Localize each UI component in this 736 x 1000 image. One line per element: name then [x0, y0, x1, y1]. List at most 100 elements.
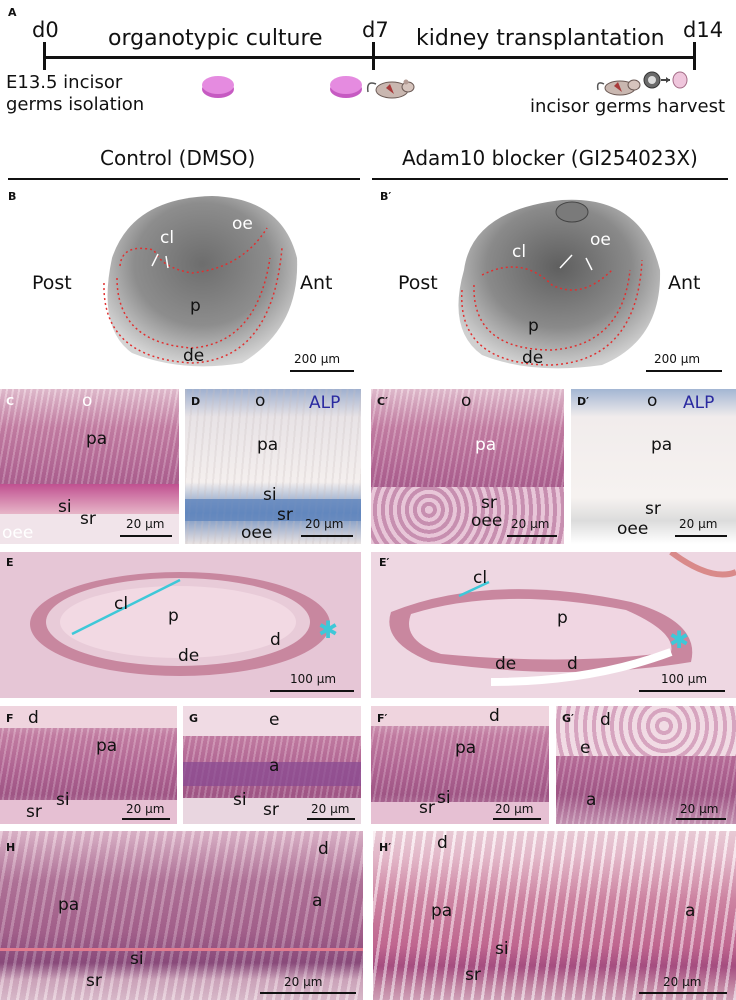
stratum-intermedium-layer: [371, 487, 564, 544]
note-right: incisor germs harvest: [530, 96, 726, 117]
panel-e-prime: ✱ E′ cl p d de 100 μm: [371, 552, 736, 698]
note-left-line1: E13.5 incisor: [6, 72, 123, 93]
panel-letter-c: C: [6, 395, 15, 408]
label-d7: d7: [362, 18, 389, 42]
tick-d14: [693, 42, 696, 70]
label-de: de: [522, 348, 544, 368]
label-oee: oee: [241, 523, 273, 543]
label-sr: sr: [481, 493, 497, 513]
label-si: si: [263, 485, 277, 505]
outer-enamel-epithelium: [0, 514, 179, 544]
scale-label: 20 μm: [126, 517, 165, 531]
enamel-band: [183, 706, 361, 736]
scale-bar: [493, 818, 541, 820]
label-pa: pa: [455, 738, 477, 758]
label-sr: sr: [419, 798, 435, 818]
header-blocker-rule: [372, 178, 728, 180]
panel-g: G e a si sr 20 μm: [183, 706, 361, 824]
scale-bar: [639, 690, 725, 692]
panel-d: D o ALP pa si sr oee 20 μm: [185, 389, 361, 544]
tooth-germ-image: [103, 196, 298, 367]
label-cl: cl: [512, 242, 527, 262]
label-d: d: [437, 833, 448, 853]
panel-f-prime: F′ d pa si sr 20 μm: [371, 706, 549, 824]
panel-letter-f-prime: F′: [377, 712, 388, 725]
scale-bar: [646, 370, 722, 372]
label-e: e: [580, 738, 591, 758]
label-sr: sr: [277, 505, 293, 525]
label-sr: sr: [263, 800, 279, 820]
panel-letter-g: G: [189, 712, 199, 725]
scale-bar: [301, 535, 353, 537]
label-de: de: [178, 646, 200, 666]
panel-letter-b: B: [8, 190, 17, 203]
svg-text:✱: ✱: [318, 616, 338, 644]
stratum-reticulum-band: [0, 800, 177, 824]
tick-d7: [372, 42, 375, 70]
label-a: a: [586, 790, 597, 810]
scale-bar: [507, 535, 557, 537]
scale-label: 100 μm: [290, 672, 337, 686]
label-o: o: [82, 391, 93, 411]
label-oee: oee: [2, 523, 34, 543]
panel-c-prime: C′ o pa sr oee 20 μm: [371, 389, 564, 544]
label-si: si: [233, 790, 247, 810]
scale-label: 20 μm: [284, 975, 323, 989]
label-si: si: [56, 790, 70, 810]
svg-text:✱: ✱: [669, 626, 689, 654]
label-si: si: [58, 497, 72, 517]
stratum-intermedium-line: [0, 948, 363, 951]
scale-bar: [260, 992, 356, 994]
panel-letter-b-prime: B′: [380, 190, 392, 203]
label-pa: pa: [651, 435, 673, 455]
label-o: o: [647, 391, 658, 411]
panel-g-prime: G′ d e a 20 μm: [556, 706, 736, 824]
scale-label: 20 μm: [126, 802, 165, 816]
label-pa: pa: [257, 435, 279, 455]
panel-letter-e: E: [6, 556, 14, 569]
label-alp: ALP: [683, 393, 715, 413]
culture-dish-icon: [202, 76, 234, 98]
label-post: Post: [398, 272, 438, 294]
label-d: d: [600, 710, 611, 730]
panel-letter-h-prime: H′: [379, 841, 392, 854]
scale-bar: [122, 818, 170, 820]
header-control-rule: [8, 178, 360, 180]
scale-label: 100 μm: [661, 672, 708, 686]
label-de: de: [183, 346, 205, 366]
label-pa: pa: [96, 736, 118, 756]
panel-h: H d pa a si sr 20 μm: [0, 831, 363, 1000]
label-si: si: [130, 949, 144, 969]
label-sr: sr: [465, 965, 481, 985]
scale-label: 20 μm: [495, 802, 534, 816]
mouse-harvest-icon: [596, 79, 641, 96]
label-de: de: [495, 654, 517, 674]
label-d0: d0: [32, 18, 59, 42]
label-d: d: [567, 654, 578, 674]
label-pa: pa: [58, 895, 80, 915]
label-oee: oee: [471, 511, 503, 531]
label-e: e: [269, 710, 280, 730]
label-ant: Ant: [668, 272, 701, 294]
panel-d-prime: D′ o ALP pa sr oee 20 μm: [571, 389, 736, 544]
label-d: d: [28, 708, 39, 728]
label-p: p: [528, 316, 539, 336]
tooth-germ-harvest-icon: [643, 71, 688, 89]
papillary-layer: [0, 484, 179, 514]
label-oee: oee: [617, 519, 649, 539]
panel-letter-c-prime: C′: [377, 395, 388, 408]
scale-bar: [290, 370, 354, 372]
scale-bar: [270, 690, 354, 692]
label-sr: sr: [26, 802, 42, 822]
label-a: a: [312, 891, 323, 911]
label-cl: cl: [160, 228, 175, 248]
stage-organotypic-culture: organotypic culture: [108, 26, 323, 51]
label-sr: sr: [86, 971, 102, 991]
label-oe: oe: [590, 230, 611, 250]
label-post: Post: [32, 272, 72, 294]
culture-dish-icon-2: [330, 76, 362, 98]
tick-d0: [43, 42, 46, 70]
scale-bar: [120, 535, 172, 537]
label-d: d: [318, 839, 329, 859]
panel-letter-d-prime: D′: [577, 395, 590, 408]
